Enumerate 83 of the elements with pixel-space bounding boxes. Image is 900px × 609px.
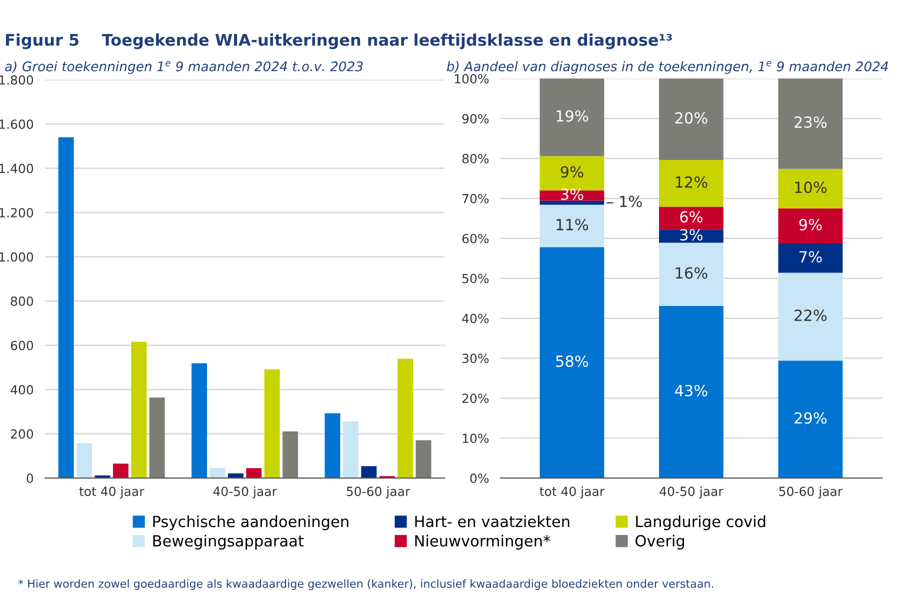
y-tick-label: 40% (462, 314, 489, 324)
y-tick-label: 30% (462, 354, 489, 364)
y-tick-label: 20% (462, 394, 489, 404)
data-label: 3% (560, 188, 584, 200)
data-label: 9% (799, 218, 822, 230)
y-tick-label: 60% (462, 234, 489, 244)
y-tick-label: 0% (470, 474, 489, 483)
data-label: 12% (676, 176, 708, 188)
y-tick-label: 600 (10, 340, 34, 350)
chart-title: Figuur 5 Toegekende WIA-uitkeringen naar leeftijdsklasse en diagnose¹³ (6, 34, 672, 50)
chart-subtitle: a) Groei toekenningen 1$^{e}$ 9 maanden 2024 t.o.v. 2023 (5, 60, 363, 74)
bar (778, 78, 843, 169)
legend-label: Psychische aandoeningen (153, 515, 348, 530)
data-label: 10% (795, 182, 827, 194)
legend-label: Hart- en vaatziekten (415, 515, 570, 528)
bar (659, 78, 724, 160)
data-label: 16% (676, 267, 708, 279)
y-tick-label: 50% (462, 274, 489, 284)
data-label: 19% (556, 110, 588, 122)
bar (778, 208, 843, 244)
data-label: 7% (800, 251, 822, 263)
data-label: 22% (794, 310, 827, 322)
y-tick-label: 70% (462, 194, 489, 204)
legend-label: Overig (636, 534, 684, 550)
bar (540, 247, 604, 478)
bar (246, 468, 262, 478)
bar (659, 306, 724, 478)
bar (778, 272, 843, 361)
bar (398, 358, 414, 478)
y-tick-label: 800 (10, 296, 34, 306)
data-label: 11% (556, 218, 588, 230)
bar (76, 443, 92, 478)
bar (324, 413, 340, 478)
legend-label: Nieuwvormingen* (415, 534, 550, 550)
chart-title: b) Aandeel van diagnoses in de toekenningen, 1$^{e}$ 9 maanden 2024 (446, 60, 888, 74)
data-label: 9% (560, 166, 584, 178)
y-tick-label: 400 (10, 385, 34, 394)
x-tick-label: 50-60 jaar (346, 486, 410, 498)
data-label: 58% (556, 355, 588, 368)
bar (778, 360, 843, 478)
bar (540, 200, 604, 205)
bar (540, 204, 604, 248)
data-label: 20% (675, 112, 708, 124)
x-tick-label: 50-60 jaar (779, 486, 843, 498)
y-tick-label: 80% (462, 154, 489, 164)
bar (416, 440, 432, 478)
bar (361, 466, 377, 478)
y-tick-label: 200 (10, 429, 34, 439)
bar (659, 160, 724, 207)
bar (540, 78, 604, 156)
bar (58, 137, 74, 478)
bar (342, 421, 358, 478)
bar (540, 190, 604, 201)
bar (192, 363, 208, 478)
y-tick-label: 0 (26, 474, 34, 483)
bar (264, 369, 280, 478)
x-tick-label: 40-50 jaar (660, 486, 724, 498)
y-tick-label: 90% (462, 114, 489, 124)
data-label: 3% (680, 229, 702, 241)
data-label: 23% (794, 116, 827, 128)
legend-label: Bewegingsapparaat (153, 534, 304, 550)
bar (659, 242, 724, 306)
bar (112, 464, 128, 478)
bar (659, 206, 724, 230)
bar (149, 398, 165, 478)
bar (540, 156, 604, 190)
data-label: 1% (620, 196, 642, 208)
x-tick-label: tot 40 jaar (79, 486, 144, 498)
legend-label: Langdurige covid (636, 515, 766, 530)
x-tick-label: 40-50 jaar (213, 486, 277, 498)
bar (778, 168, 843, 208)
bar (778, 244, 843, 273)
text: * Hier worden zowel goedaardige als kwaadaardige gezwellen (kanker), inclusief kwaadaardige bloedziekten onder verstaan. (18, 579, 714, 590)
data-label: 43% (674, 384, 708, 396)
bar (210, 468, 226, 478)
y-tick-label: 100% (454, 74, 489, 84)
bar (131, 342, 147, 478)
bar (659, 230, 724, 243)
data-label: 6% (680, 211, 702, 223)
bar (282, 431, 298, 478)
data-label: 29% (794, 412, 827, 424)
y-tick-label: 10% (462, 434, 489, 444)
x-tick-label: tot 40 jaar (540, 486, 605, 498)
